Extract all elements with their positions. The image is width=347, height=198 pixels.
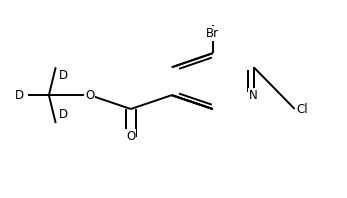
Text: N: N — [249, 89, 258, 102]
Text: O: O — [126, 130, 135, 143]
Text: Cl: Cl — [296, 103, 308, 115]
Text: O: O — [85, 89, 94, 102]
Text: D: D — [59, 108, 68, 121]
Text: D: D — [59, 69, 68, 82]
Text: D: D — [15, 89, 24, 102]
Text: Br: Br — [206, 27, 219, 40]
